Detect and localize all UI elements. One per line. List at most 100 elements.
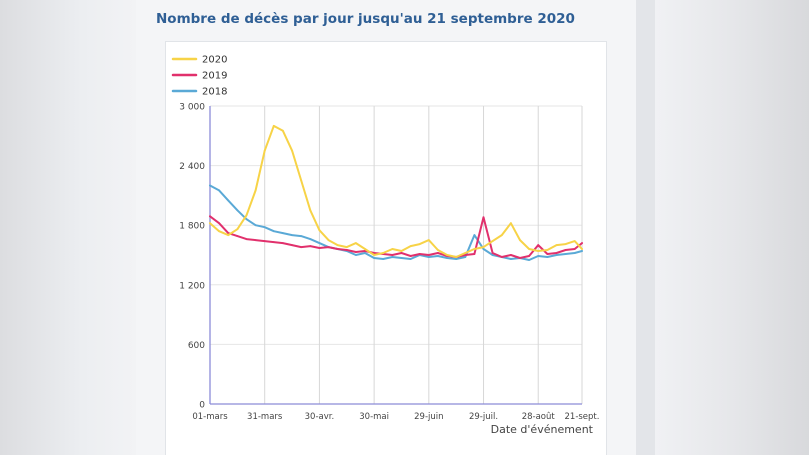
series-point-2020: [528, 248, 530, 250]
series-point-2020: [391, 248, 394, 250]
series-point-2019: [272, 241, 275, 244]
x-tick-label: 30-avr.: [305, 412, 335, 422]
series-point-2019: [364, 250, 366, 252]
series-point-2019: [327, 246, 330, 249]
series-point-2020: [300, 179, 303, 182]
series-point-2019: [510, 254, 512, 256]
series-point-2020: [427, 239, 430, 242]
series-point-2019: [581, 242, 583, 245]
series-point-2018: [427, 256, 430, 258]
series-point-2019: [427, 254, 430, 256]
series-point-2018: [382, 258, 385, 260]
series-point-2020: [546, 249, 549, 251]
series-point-2018: [364, 252, 366, 254]
series-point-2018: [227, 199, 230, 202]
series-point-2020: [236, 228, 239, 231]
series-point-2020: [291, 149, 293, 152]
series-point-2020: [309, 209, 312, 212]
series-point-2019: [318, 247, 321, 249]
series-point-2020: [382, 252, 385, 254]
series-point-2019: [528, 255, 530, 257]
series-point-2018: [263, 226, 266, 229]
blurred-background-left: [0, 0, 136, 455]
series-point-2019: [400, 252, 403, 254]
series-point-2020: [364, 248, 366, 250]
series-point-2019: [500, 256, 503, 258]
series-point-2018: [446, 257, 448, 259]
series-point-2019: [345, 249, 348, 251]
series-point-2020: [418, 243, 421, 246]
series-point-2018: [236, 209, 239, 212]
x-tick-label: 28-août: [522, 412, 556, 422]
page-title: Nombre de décès par jour jusqu'au 21 sep…: [156, 11, 575, 27]
series-point-2018: [282, 232, 284, 235]
x-axis-title: Date d'événement: [491, 423, 594, 436]
x-tick-label: 29-juil.: [469, 412, 498, 422]
x-tick-label: 21-sept.: [565, 412, 600, 422]
y-tick-label: 1 200: [179, 281, 205, 291]
series-point-2020: [510, 222, 512, 225]
series-point-2020: [355, 242, 357, 245]
series-point-2019: [573, 248, 576, 250]
series-point-2018: [537, 255, 540, 257]
series-point-2019: [373, 252, 375, 254]
series-point-2020: [491, 240, 494, 243]
series-point-2018: [473, 234, 476, 237]
series-point-2019: [473, 253, 476, 255]
series-point-2019: [282, 242, 284, 245]
series-point-2019: [336, 248, 339, 250]
series-point-2020: [473, 248, 476, 250]
series-point-2019: [391, 254, 394, 256]
series-point-2020: [437, 249, 439, 251]
series-point-2020: [345, 246, 348, 249]
series-point-2018: [245, 218, 248, 221]
series-point-2018: [546, 256, 549, 258]
series-point-2020: [263, 149, 266, 152]
series-point-2019: [409, 255, 412, 257]
series-point-2020: [227, 234, 230, 237]
series-point-2019: [227, 232, 230, 235]
series-point-2020: [555, 244, 558, 247]
series-point-2020: [455, 256, 458, 258]
series-point-2019: [482, 216, 485, 219]
series-point-2018: [482, 248, 485, 250]
series-point-2018: [309, 238, 312, 241]
series-point-2018: [464, 256, 467, 258]
legend-label-2019: 2019: [202, 71, 227, 82]
series-point-2019: [309, 245, 312, 248]
series-point-2018: [391, 256, 394, 258]
series-point-2020: [519, 239, 521, 242]
series-point-2018: [254, 224, 257, 227]
series-point-2018: [564, 253, 567, 255]
series-line-2019: [209, 215, 583, 259]
series-point-2019: [291, 244, 293, 247]
series-point-2020: [573, 240, 576, 243]
series-point-2018: [373, 257, 375, 259]
series-point-2020: [327, 239, 330, 242]
series-point-2018: [300, 235, 303, 238]
series-point-2019: [236, 235, 239, 238]
series-point-2020: [409, 245, 412, 248]
chart-card: [165, 41, 607, 455]
series-line-2020: [209, 124, 583, 258]
series-point-2019: [418, 253, 421, 255]
series-point-2020: [482, 246, 485, 249]
series-point-2019: [209, 215, 211, 218]
panel-scroll-strip: [636, 0, 655, 455]
series-point-2019: [564, 249, 567, 251]
series-point-2019: [254, 239, 257, 242]
x-tick-label: 31-mars: [247, 412, 283, 422]
series-point-2018: [209, 184, 211, 187]
x-tick-label: 30-mai: [359, 412, 389, 422]
series-point-2019: [464, 254, 467, 256]
series-point-2018: [510, 258, 512, 260]
series-point-2019: [437, 252, 439, 254]
series-point-2020: [272, 125, 275, 127]
series-point-2020: [564, 243, 567, 246]
legend-label-2018: 2018: [202, 87, 227, 98]
series-point-2019: [355, 251, 357, 253]
y-tick-label: 1 800: [179, 222, 205, 232]
series-point-2018: [272, 230, 275, 233]
y-tick-label: 600: [188, 341, 205, 351]
